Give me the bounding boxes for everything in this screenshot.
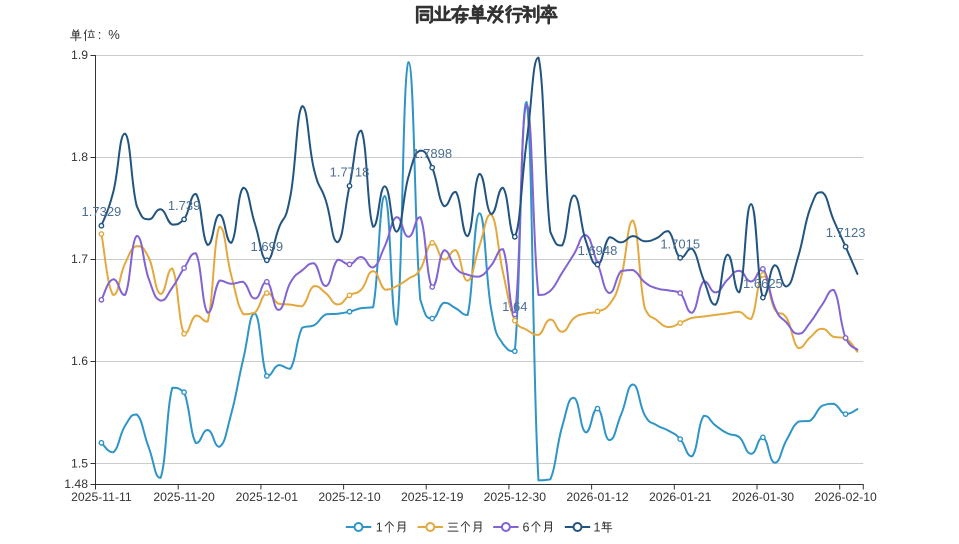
- svg-text:2025-12-01: 2025-12-01: [236, 490, 299, 504]
- svg-text:2025-12-30: 2025-12-30: [484, 490, 547, 504]
- svg-text:2026-01-21: 2026-01-21: [649, 490, 712, 504]
- svg-text:1.7015: 1.7015: [660, 236, 700, 251]
- svg-text:2026-01-30: 2026-01-30: [732, 490, 795, 504]
- svg-text:1: 1: [594, 521, 601, 535]
- svg-text:1.7123: 1.7123: [826, 225, 866, 240]
- svg-text:%: %: [108, 27, 120, 42]
- svg-text:1.699: 1.699: [251, 239, 284, 254]
- svg-text:1.7: 1.7: [71, 252, 88, 266]
- svg-text:2026-02-10: 2026-02-10: [814, 490, 877, 504]
- svg-text:2025-12-19: 2025-12-19: [401, 490, 464, 504]
- svg-text:1.9: 1.9: [71, 48, 88, 62]
- svg-text:2025-11-20: 2025-11-20: [153, 490, 215, 504]
- svg-text:2025-12-10: 2025-12-10: [318, 490, 381, 504]
- svg-text:6: 6: [523, 521, 530, 535]
- svg-text:1.6948: 1.6948: [578, 243, 618, 258]
- svg-text:1: 1: [376, 521, 383, 535]
- svg-text:1.8: 1.8: [71, 150, 88, 164]
- svg-text:1.64: 1.64: [502, 299, 527, 314]
- svg-text:1.7898: 1.7898: [412, 146, 452, 161]
- svg-text:2026-01-12: 2026-01-12: [566, 490, 629, 504]
- svg-text:1.6625: 1.6625: [743, 276, 783, 291]
- svg-text::: :: [98, 27, 102, 42]
- svg-text:1.7718: 1.7718: [330, 164, 370, 179]
- svg-text:1.48: 1.48: [64, 477, 88, 491]
- svg-text:1.5: 1.5: [71, 456, 88, 470]
- svg-text:1.739: 1.739: [168, 198, 201, 213]
- svg-text:1.6: 1.6: [71, 354, 88, 368]
- svg-text:1.7329: 1.7329: [82, 204, 122, 219]
- svg-text:2025-11-11: 2025-11-11: [71, 490, 132, 504]
